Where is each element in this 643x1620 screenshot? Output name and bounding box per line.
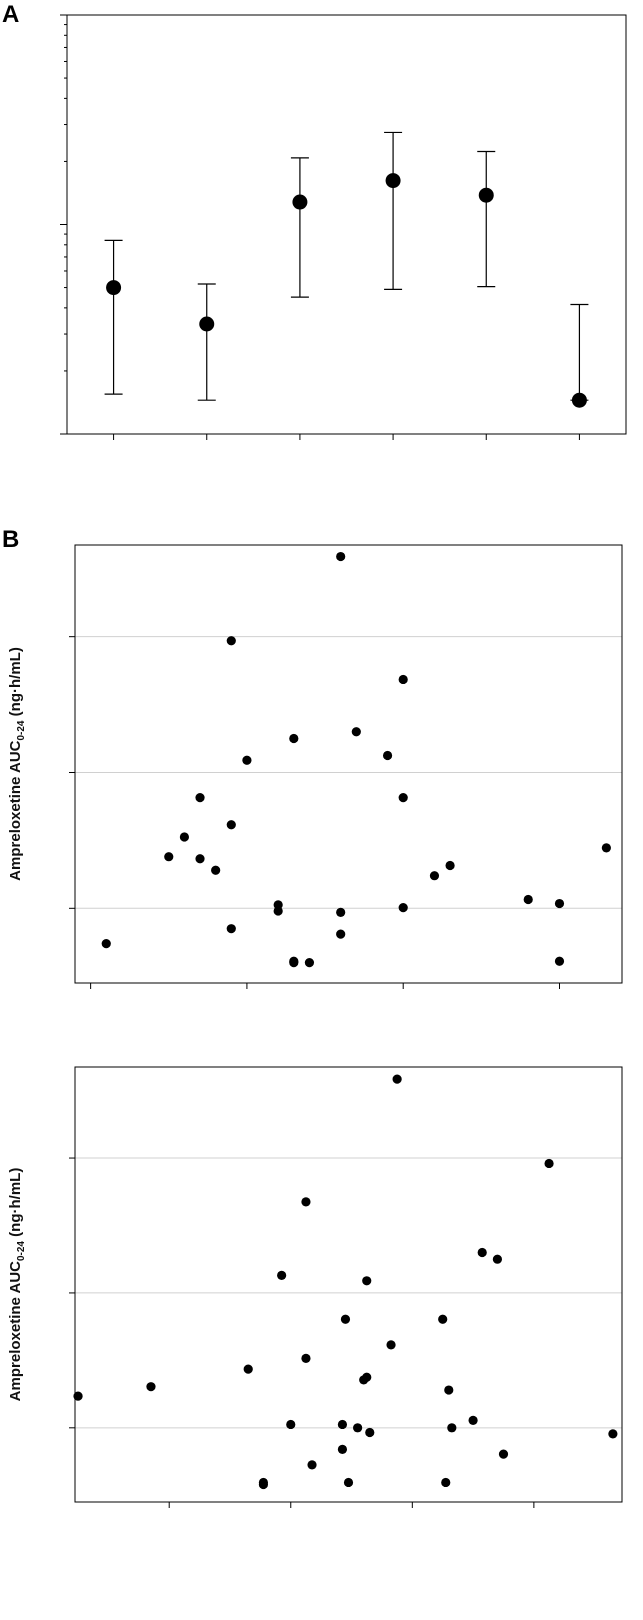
data-point [444,1385,454,1395]
data-point [289,958,299,968]
data-point [286,1419,296,1430]
data-point [258,1479,269,1490]
data-point [226,636,236,646]
y-axis-title: Ampreloxetine AUC0-24 (ng·h/mL) [7,647,27,881]
data-point [398,674,408,685]
plot-frame [66,14,627,435]
data-point [447,1423,457,1433]
data-point [199,316,215,332]
data-point [353,1423,363,1433]
data-point [179,832,189,842]
data-point [478,187,494,203]
data-point [277,1270,287,1280]
y-axis-title: Ampreloxetine AUC0-24 (ng·h/mL) [7,1168,27,1402]
y-axis-title-units: (ng·h/mL) [7,647,24,720]
data-point [601,843,611,853]
data-point [608,1429,618,1439]
data-point [336,907,346,917]
data-point [523,894,533,905]
data-point [243,1364,253,1374]
data-point [362,1372,372,1382]
data-point [441,1477,451,1488]
data-point [307,1460,317,1470]
data-point [365,1427,375,1438]
data-point [164,852,174,862]
data-point [289,733,299,744]
y-axis-title-units: (ng·h/mL) [7,1168,24,1241]
data-point [398,793,408,803]
data-point [336,929,346,939]
data-point [242,755,252,765]
data-point [211,865,221,875]
data-point [340,1314,351,1324]
chart-a-concentration-by-visit [60,14,627,440]
data-point [468,1415,478,1425]
data-point [498,1449,509,1459]
data-point [492,1254,503,1264]
data-point [337,1419,348,1430]
data-point [386,1340,396,1350]
data-point [477,1247,487,1258]
data-point [336,551,346,562]
data-point [273,906,283,916]
data-point [544,1158,554,1169]
y-axis-title-main: Ampreloxetine AUC [7,1261,24,1401]
chart-b-auc-vs-egfr: Ampreloxetine AUC0-24 (ng·h/mL) [7,1066,623,1508]
data-point [146,1382,156,1392]
data-point [571,392,587,408]
data-point [382,750,393,761]
data-point [301,1353,311,1363]
data-point [429,871,440,881]
data-point [226,820,236,830]
data-point [106,280,122,296]
data-point [554,956,565,966]
data-point [554,898,565,909]
data-point [195,793,205,803]
data-point [337,1444,348,1454]
plot-frame [74,544,623,984]
panel-a-letter: A [2,1,19,28]
data-point [343,1477,354,1488]
data-point [398,903,408,913]
data-point [362,1276,372,1286]
data-point [392,1074,402,1084]
y-axis-title-subscript: 0-24 [16,1241,27,1261]
data-point [195,854,205,864]
data-point [445,860,455,871]
chart-b-auc-vs-age: Ampreloxetine AUC0-24 (ng·h/mL) [7,544,623,989]
data-point [304,958,315,968]
data-point [292,194,308,210]
data-point [351,727,361,737]
data-point [226,924,236,934]
y-axis-title-main: Ampreloxetine AUC [7,740,24,880]
panel-b-letter: B [2,526,19,553]
y-axis-title-subscript: 0-24 [16,720,27,740]
data-point [438,1314,448,1324]
data-point [301,1197,311,1207]
data-point [385,173,401,189]
data-point [73,1391,83,1401]
data-point [101,939,111,949]
plot-frame [74,1066,623,1503]
